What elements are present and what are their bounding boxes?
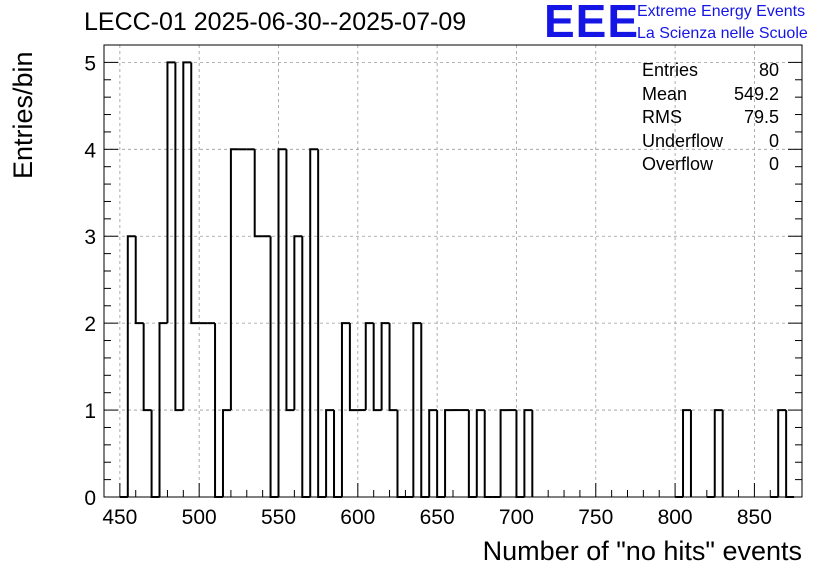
stat-label: Underflow (642, 130, 724, 151)
x-tick-label: 550 (261, 506, 296, 529)
histogram-bin (428, 409, 438, 497)
histogram-bin (340, 322, 350, 497)
y-tick-label: 2 (84, 313, 96, 336)
histogram-bin (158, 322, 168, 497)
stat-label: Entries (642, 60, 699, 80)
histogram-bin (499, 409, 509, 497)
stat-value: 0 (768, 154, 779, 175)
axis-ticks (103, 44, 803, 498)
histogram-bin (293, 235, 303, 411)
stat-row-rms: RMS 79.5 (642, 107, 779, 131)
histogram-bin (475, 409, 485, 497)
histogram-bin (325, 409, 335, 497)
histogram-bin (309, 148, 319, 497)
histogram-bin (380, 322, 390, 411)
x-axis-label: Number of "no hits" events (482, 536, 802, 566)
histogram-bin (134, 236, 144, 325)
histogram-bin (348, 323, 358, 412)
histogram-bin (269, 236, 279, 498)
stat-row-overflow: Overflow 0 (642, 154, 779, 178)
histogram-bin (277, 148, 287, 497)
histogram-bin (436, 410, 446, 498)
y-tick-label: 1 (84, 400, 96, 423)
histogram-bin (253, 149, 263, 238)
histogram-bin (166, 61, 176, 324)
histogram-bin (388, 323, 398, 412)
x-tick-label: 650 (420, 506, 455, 529)
histogram-bin (523, 409, 533, 497)
histogram-bin (372, 323, 382, 412)
y-tick-label: 4 (84, 139, 96, 162)
stat-row-underflow: Underflow 0 (642, 131, 779, 155)
tick-labels: 450 500 550 600 650 700 750 800 850 0 1 2 3 4 5 (84, 52, 772, 529)
y-tick-label: 3 (84, 226, 96, 249)
logo-line-1: Extreme Energy Events (637, 3, 806, 20)
y-tick-label: 0 (84, 487, 96, 510)
histogram-bin (444, 409, 453, 497)
stat-label: RMS (642, 107, 682, 128)
x-tick-label: 850 (737, 506, 772, 529)
x-tick-label: 750 (578, 506, 613, 529)
x-tick-label: 450 (102, 506, 137, 529)
eee-logo: EEE Extreme Energy Events La Scienza nel… (544, 0, 836, 48)
stat-row-entries: Entries 80 (642, 60, 779, 84)
histogram-bin (396, 410, 406, 498)
chart-title: LECC-01 2025-06-30--2025-07-09 (84, 8, 467, 36)
y-tick-label: 5 (84, 52, 96, 75)
histogram-bin (301, 236, 311, 498)
histogram-bin (713, 409, 723, 497)
histogram-bin (364, 322, 374, 411)
histogram-bin (515, 410, 525, 498)
histogram-bin (483, 410, 493, 498)
stat-label: Overflow (642, 154, 714, 175)
stat-value: 549.2 (733, 83, 779, 104)
histogram-bin (142, 323, 152, 412)
histogram-bin (229, 148, 239, 411)
histogram-bin (285, 149, 295, 412)
x-tick-label: 600 (340, 506, 375, 529)
x-tick-label: 800 (658, 506, 693, 529)
stat-value: 0 (768, 130, 779, 151)
histogram-bin (785, 410, 795, 498)
histogram-bin (333, 410, 342, 498)
histogram-bin (174, 62, 184, 412)
histogram-bin (126, 235, 136, 497)
histogram-bin (682, 409, 691, 497)
histogram-bin (182, 61, 192, 411)
eee-logo-mark: EEE (544, 0, 640, 47)
x-tick-label: 700 (499, 506, 534, 529)
stat-value: 79.5 (743, 107, 779, 128)
histogram-bin (777, 409, 787, 497)
histogram-bin (190, 62, 200, 325)
stat-row-mean: Mean 549.2 (642, 84, 779, 108)
histogram-bin (150, 410, 160, 498)
stat-label: Mean (642, 83, 688, 104)
logo-line-2: La Scienza nelle Scuole (637, 25, 808, 42)
stat-value: 80 (758, 60, 779, 80)
histogram-bin (221, 409, 231, 497)
y-axis-label: Entries/bin (8, 51, 38, 179)
histogram-bin (412, 322, 422, 497)
stats-box: Entries 80 Mean 549.2 RMS 79.5 Underflow… (642, 60, 779, 178)
x-tick-label: 500 (182, 506, 217, 529)
histogram-bin (467, 410, 477, 498)
